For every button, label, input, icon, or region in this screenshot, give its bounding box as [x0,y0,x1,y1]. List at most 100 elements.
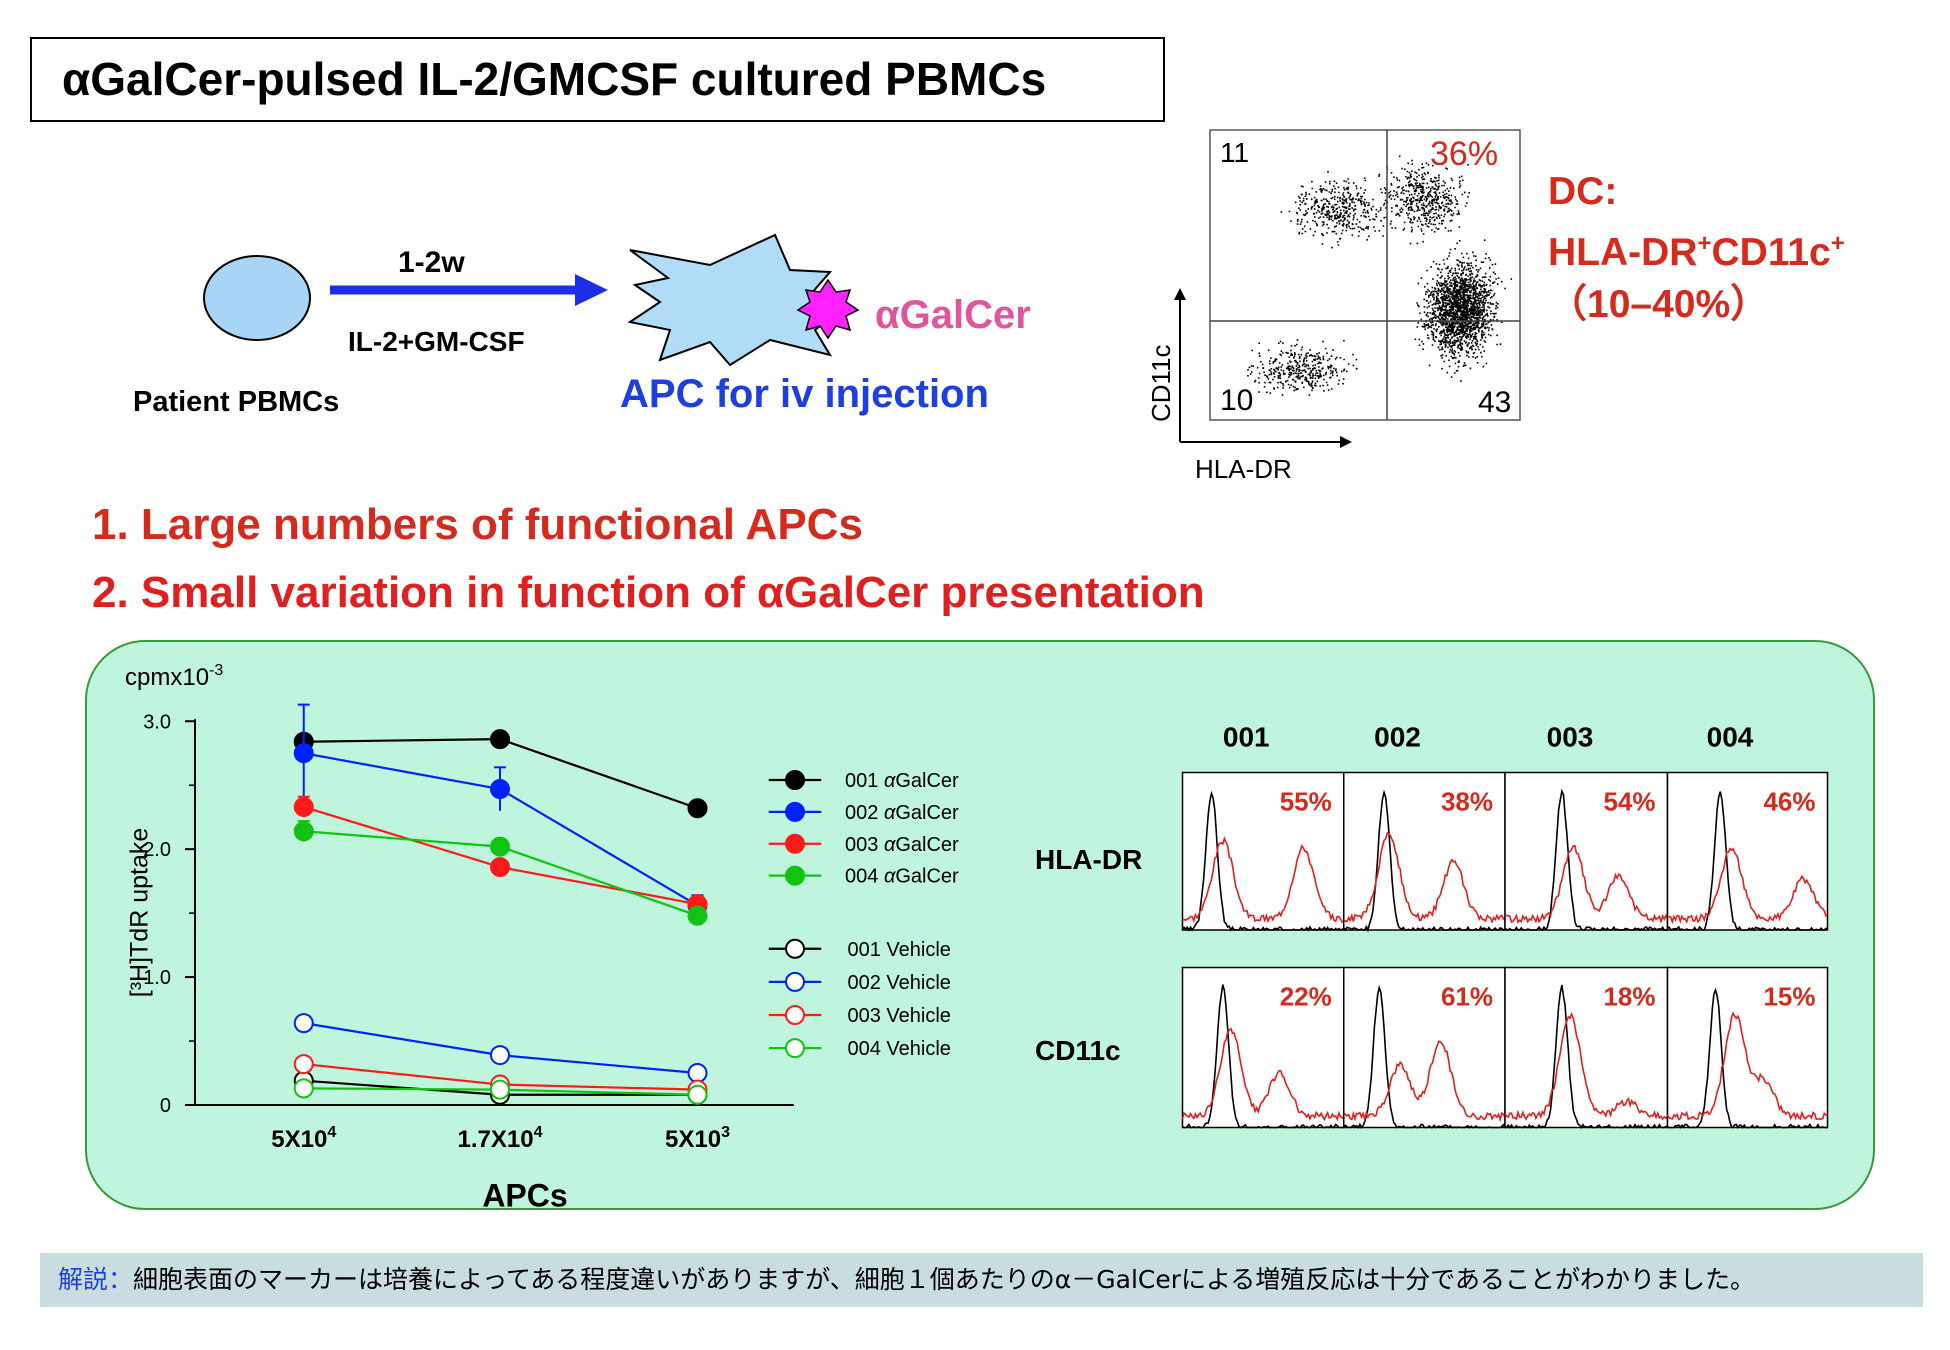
marker-trace [1504,844,1669,925]
facs-y-arrowhead [1174,288,1186,300]
histogram-frame [1504,966,1669,1129]
histogram-grid: 001 002 003 004 HLA-DR CD11c 55% 38% 54% 46% 22… [1035,721,1829,1130]
facs-y-label: CD11c [1146,344,1176,422]
data-point [490,1079,510,1100]
legend-item: 003 Vehicle [768,1005,951,1027]
note-label: 解説： [58,1265,134,1294]
legend-label: 003 Vehicle [848,1005,951,1027]
hist-sample-header: 003 [1547,721,1594,752]
legend-marker [785,938,805,959]
pbmc-label: Patient PBMCs [133,386,340,418]
data-point [293,743,314,764]
marker-trace [1504,1011,1669,1121]
dc-sup-1: + [1697,230,1712,257]
explanation-note: 解説：細胞表面のマーカーは培養によってある程度違いがありますが、細胞１個あたりの… [40,1253,1923,1307]
legend-marker [785,865,805,886]
data-point [687,905,708,926]
legend-marker [785,833,805,854]
chart-series-group [293,703,708,1105]
histogram-panel: 61% [1343,966,1506,1129]
legend-item: 003 αGalCer [768,833,959,856]
data-point [293,821,314,842]
isotype-trace [1667,987,1828,1130]
data-point [490,836,510,857]
galcer-ligand-icon [796,278,860,340]
chart-y-tick-label: 1.0 [143,967,171,989]
note-text: 細胞表面のマーカーは培養によってある程度違いがありますが、細胞１個あたりのα－G… [133,1265,1756,1294]
legend-marker [785,1038,805,1059]
data-point [490,729,510,750]
legend-label: 001 Vehicle [848,939,951,961]
series-004-galcer [293,820,708,926]
data-point [687,798,708,819]
hist-row-label-hla: HLA-DR [1035,844,1142,875]
chart-unit: cpmx10-3 [125,662,223,691]
marker-trace [1667,847,1828,925]
histogram-percent: 46% [1763,787,1815,817]
legend-item: 001 Vehicle [768,938,951,961]
histogram-panel: 38% [1343,771,1506,933]
uptake-chart: cpmx10-3 3.0 2.0 1.0 0 5X104 1.7X104 5X103 001… [125,662,959,1210]
facs-plot-frame [1209,129,1521,421]
facs-dot-plot: 11 36% 10 43 HLA-DR CD11c [1146,129,1521,484]
galcer-label: αGalCer [875,293,1031,337]
dc-line2: HLA-DR+CD11c+ [1548,218,1845,279]
chart-y-tick-label: 2.0 [143,839,171,861]
histogram-percent: 38% [1441,787,1493,817]
legend-label: 001 αGalCer [845,770,959,792]
chart-x-tick-label: 5X103 [665,1124,730,1153]
hist-sample-header: 002 [1374,721,1421,752]
data-point [490,857,510,878]
histogram-frame [1666,771,1829,931]
data-point [490,1045,510,1066]
legend-item: 002 Vehicle [768,971,951,994]
facs-x-label: HLA-DR [1195,454,1292,484]
data-point [687,1084,708,1105]
legend-item: 002 αGalCer [768,801,959,824]
marker-trace [1181,1027,1345,1122]
histogram-percent: 55% [1280,787,1332,817]
histogram-headers: 001 002 003 004 [1223,721,1754,752]
legend-item: 001 αGalCer [768,770,959,792]
histogram-frame [1343,966,1506,1129]
dc-marker-cd11c: CD11c [1711,231,1831,274]
data-point [293,1054,314,1075]
data-point [293,1078,314,1099]
histogram-panel: 18% [1504,966,1669,1129]
legend-label: 003 αGalCer [845,834,959,856]
dc-marker-hla: HLA-DR [1548,231,1698,274]
chart-axes: 3.0 2.0 1.0 0 5X104 1.7X104 5X103 [143,711,794,1153]
point-1: 1. Large numbers of functional APCs [92,500,863,549]
histogram-frame [1504,771,1669,931]
histogram-panel: 46% [1666,771,1829,932]
slide-title: αGalCer-pulsed IL-2/GMCSF cultured PBMCs [30,37,1165,122]
histogram-panel: 55% [1181,771,1345,932]
duration-label: 1-2w [398,246,465,279]
series-001-galcer [293,729,708,819]
legend-marker [785,1005,805,1025]
isotype-trace [1504,984,1668,1129]
marker-trace [1343,831,1506,924]
chart-legend: 001 αGalCer 002 αGalCer 003 αGalCer 004 αGa… [768,770,959,1060]
data-point [687,1063,708,1084]
facs-q-ur: 36% [1430,135,1498,173]
isotype-trace [1343,984,1506,1129]
chart-x-tick-label: 5X104 [271,1124,336,1153]
legend-item: 004 αGalCer [768,865,959,888]
marker-trace [1182,836,1344,924]
facs-q-lr: 43 [1478,386,1511,419]
chart-y-label: [³H]TdR uptake [126,828,154,998]
facs-q-ll: 10 [1220,384,1253,417]
dc-definition: DC: HLA-DR+CD11c+ （10–40%） [1548,166,1845,331]
point-2: 2. Small variation in function of αGalCe… [92,568,1205,617]
marker-trace [1666,1011,1828,1121]
culture-scheme [203,233,860,367]
dc-line1: DC: [1548,170,1618,213]
isotype-trace [1182,984,1344,1129]
histogram-percent: 61% [1441,982,1493,1012]
chart-y-tick-label: 0 [160,1095,171,1117]
hist-row-label-cd11c: CD11c [1035,1035,1121,1066]
data-point [293,796,314,817]
hist-sample-header: 001 [1223,721,1270,752]
culture-label: IL-2+GM-CSF [348,326,525,357]
